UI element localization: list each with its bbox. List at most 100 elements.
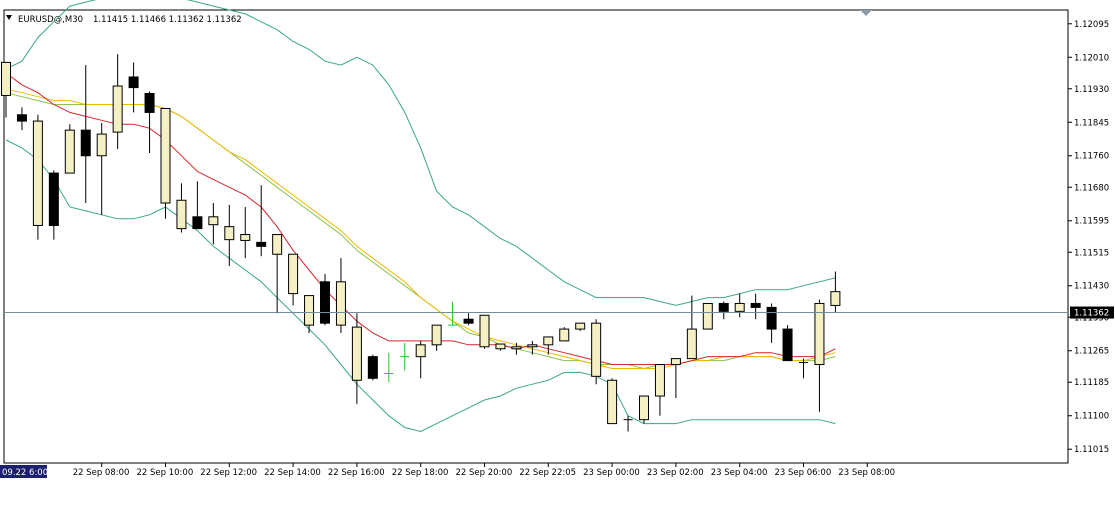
candle[interactable]: [782, 325, 793, 362]
chart-menu-triangle-icon[interactable]: [6, 15, 12, 20]
candle-body: [686, 328, 697, 360]
candle[interactable]: [750, 293, 761, 320]
candle[interactable]: [256, 185, 267, 257]
candle[interactable]: [96, 123, 107, 215]
candle-body: [367, 356, 378, 379]
candle-body: [766, 306, 777, 330]
candle[interactable]: [112, 54, 123, 150]
plot-frame: [3, 9, 1069, 464]
candle-body: [702, 302, 713, 330]
candle-body: [814, 302, 825, 366]
candle-body: [654, 364, 665, 397]
x-tick-label: 22 Sep 08:00: [73, 468, 130, 478]
candle-body: [607, 379, 618, 425]
candle-body: [543, 336, 554, 346]
candle[interactable]: [799, 358, 808, 379]
candle[interactable]: [463, 313, 474, 326]
candle[interactable]: [814, 299, 825, 412]
candle[interactable]: [208, 203, 219, 245]
candle[interactable]: [128, 62, 139, 113]
candle-body: [176, 199, 187, 230]
candle-body: [782, 328, 793, 362]
candle[interactable]: [718, 301, 729, 320]
candle[interactable]: [543, 336, 554, 355]
candle[interactable]: [320, 273, 330, 326]
candle[interactable]: [80, 65, 91, 204]
x-tick-label: 22 Sep 12:00: [200, 468, 257, 478]
candle[interactable]: [64, 124, 75, 174]
candle[interactable]: [304, 295, 315, 334]
x-tick-label: 23 Sep 04:00: [711, 468, 768, 478]
candle[interactable]: [400, 342, 410, 371]
candle[interactable]: [559, 327, 570, 342]
candle[interactable]: [144, 91, 155, 153]
candle-body: [80, 129, 91, 157]
candle[interactable]: [367, 354, 378, 381]
candle[interactable]: [511, 342, 522, 355]
first-time-label-bg: [0, 465, 47, 478]
candle[interactable]: [335, 258, 346, 334]
candle[interactable]: [623, 415, 633, 432]
x-tick-label: 23 Sep 02:00: [647, 468, 704, 478]
candle-body: [16, 114, 27, 122]
y-tick-label: 1.11185: [1074, 378, 1109, 388]
candle[interactable]: [734, 293, 745, 318]
candle-body: [639, 395, 649, 421]
candle-body: [463, 318, 474, 324]
candle[interactable]: [351, 313, 362, 404]
candle[interactable]: [448, 301, 458, 326]
ohlc-readout: 1.11415 1.11466 1.11362 1.11362: [93, 15, 242, 25]
y-tick-label: 1.11015: [1074, 445, 1109, 455]
x-tick-label: 22 Sep 14:00: [264, 468, 321, 478]
candle[interactable]: [639, 395, 649, 424]
candle[interactable]: [32, 114, 43, 240]
candle[interactable]: [288, 253, 299, 306]
candle[interactable]: [272, 234, 283, 314]
candle[interactable]: [479, 314, 490, 349]
candle[interactable]: [1, 61, 11, 118]
candle-body: [240, 234, 251, 241]
bollinger-lower-line: [5, 139, 836, 433]
candle[interactable]: [415, 340, 426, 379]
candle-body: [192, 216, 203, 230]
candle[interactable]: [224, 204, 235, 267]
candle[interactable]: [495, 343, 506, 351]
symbol-timeframe: EURUSD@,M30: [18, 15, 83, 25]
y-tick-label: 1.11515: [1074, 248, 1109, 258]
candle[interactable]: [192, 181, 203, 230]
candle[interactable]: [607, 378, 618, 425]
y-tick-label: 1.11680: [1074, 183, 1109, 193]
candle-body: [272, 234, 283, 255]
candle[interactable]: [575, 322, 586, 332]
candle[interactable]: [766, 303, 777, 343]
x-tick-label: 22 Sep 20:00: [456, 468, 513, 478]
candle[interactable]: [686, 295, 697, 360]
candle[interactable]: [176, 183, 187, 233]
candle-body: [734, 302, 745, 312]
candle[interactable]: [702, 302, 713, 330]
candle[interactable]: [431, 324, 442, 351]
x-tick-label: 22 Sep 10:00: [137, 468, 194, 478]
candle-body: [112, 85, 123, 133]
candle-body: [351, 326, 362, 381]
candle[interactable]: [384, 352, 394, 383]
candle[interactable]: [160, 107, 171, 219]
x-tick-label: 22 Sep 18:00: [392, 468, 449, 478]
candle[interactable]: [48, 170, 59, 240]
y-tick-label: 1.11430: [1074, 282, 1109, 292]
candle[interactable]: [830, 271, 841, 313]
candle-body: [431, 324, 442, 346]
candle[interactable]: [591, 319, 602, 385]
candle[interactable]: [240, 206, 251, 259]
first-time-label: 09.22 6:00: [2, 468, 48, 478]
candle-body: [224, 226, 235, 241]
chart-shift-marker-icon[interactable]: [860, 10, 872, 16]
bid-price-tag: 1.11362: [1074, 309, 1109, 319]
y-tick-label: 1.11760: [1074, 152, 1109, 162]
candle[interactable]: [670, 358, 681, 399]
candle[interactable]: [654, 364, 665, 416]
candle[interactable]: [527, 340, 538, 355]
candle[interactable]: [16, 107, 27, 131]
